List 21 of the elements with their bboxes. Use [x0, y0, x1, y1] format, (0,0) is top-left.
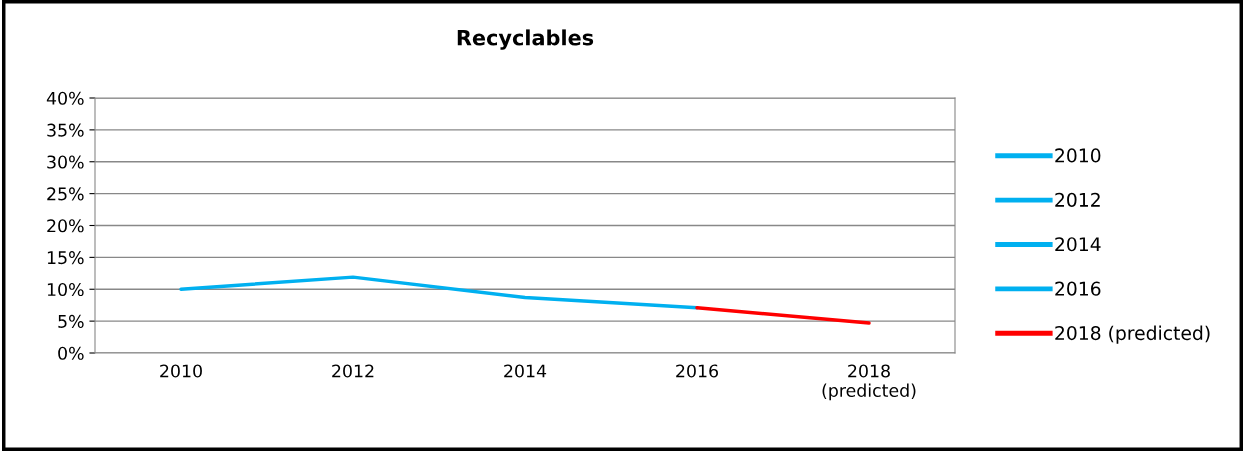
y-tick-label: 35%	[47, 123, 84, 137]
y-tick-label: 20%	[47, 219, 84, 233]
category-label: 2014	[1055, 237, 1101, 252]
line-series	[179, 275, 699, 310]
x-tick-label: 2018 (predicted)	[822, 364, 916, 401]
category-label: 2012	[1055, 192, 1100, 207]
x-tick-label: 2014	[504, 364, 547, 378]
y-tick-label: 15%	[47, 251, 84, 265]
x-tick-label: 2016	[676, 364, 718, 378]
category-label: 2010	[1055, 148, 1101, 163]
chart-title: Recyclables	[457, 29, 594, 50]
category-label: 2016	[1055, 281, 1101, 296]
y-tick-label: 40%	[46, 91, 84, 105]
y-tick-label: 30%	[47, 155, 84, 169]
legend-label: 2018 (predicted)	[1055, 325, 1210, 344]
y-tick-label: 5%	[58, 314, 84, 328]
y-tick-label: 0%	[58, 346, 84, 360]
y-tick-label: 25%	[47, 187, 84, 201]
y-tick-label: 10%	[47, 282, 84, 297]
x-tick-label: 2010	[160, 364, 202, 378]
x-tick-label: 2012	[332, 364, 374, 378]
